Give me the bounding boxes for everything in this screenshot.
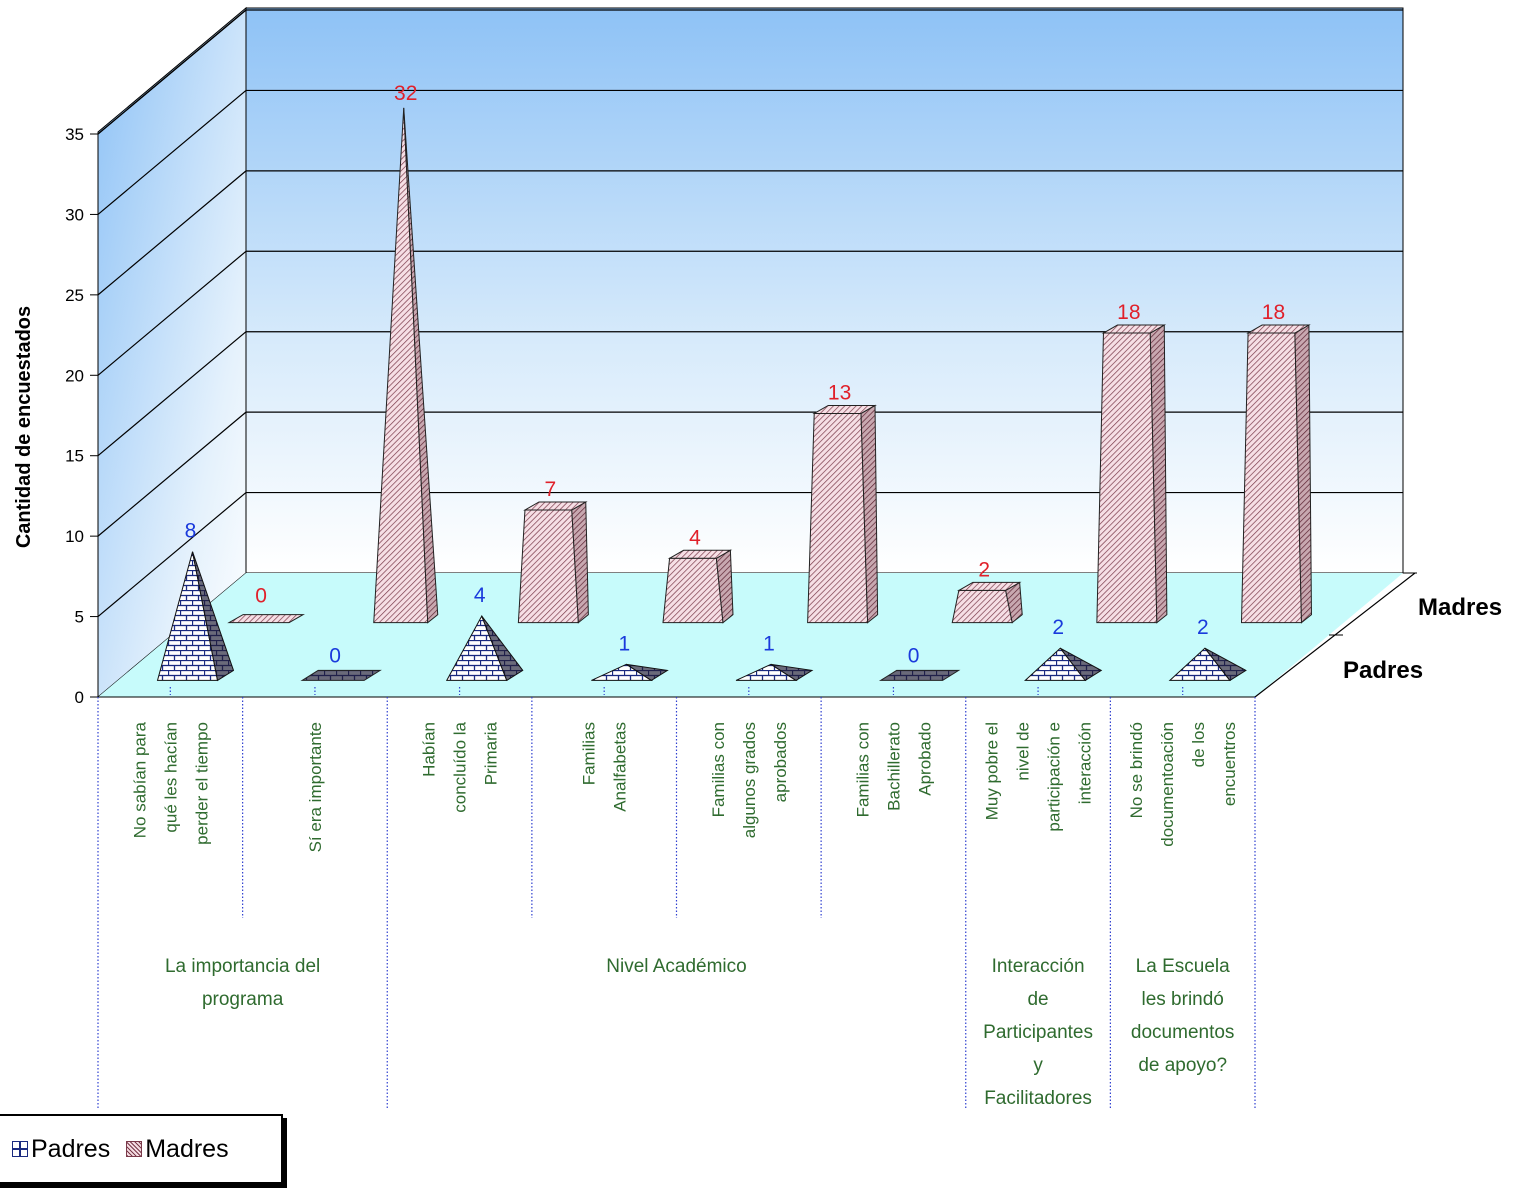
category-label: Primaria — [482, 721, 501, 785]
category-label: No se brindó — [1127, 722, 1146, 818]
bar-padres — [878, 669, 961, 681]
value-label-madres: 18 — [1262, 301, 1285, 324]
value-label-padres: 1 — [763, 632, 775, 655]
category-label: Sí era importante — [306, 722, 325, 852]
category-label: encuentros — [1220, 722, 1239, 806]
bar-padres-side — [626, 663, 669, 681]
category-label: perder el tiempo — [192, 722, 211, 845]
bar-padres-side — [481, 615, 524, 682]
y-tick-label: 20 — [65, 366, 84, 385]
gridline-side — [97, 170, 247, 296]
bar-madres-top — [1101, 324, 1167, 334]
category-label: aprobados — [771, 722, 790, 802]
gridline-side — [97, 331, 247, 457]
category-label: interacción — [1076, 722, 1095, 804]
group-label: Nivel Académico — [606, 956, 746, 977]
bar-madres-top — [956, 581, 1022, 591]
value-label-padres: 2 — [1197, 616, 1209, 639]
bar-madres — [227, 614, 305, 624]
group-label: Participantes — [983, 1022, 1093, 1043]
category-label: Analfabetas — [611, 722, 630, 812]
legend: Padres Madres — [0, 1114, 283, 1184]
legend-swatch-madres — [126, 1141, 143, 1157]
bar-padres — [300, 669, 382, 681]
bar-madres-top — [1246, 324, 1311, 334]
y-tick-label: 35 — [65, 125, 84, 144]
category-label: No sabían para — [130, 721, 149, 838]
bar-madres — [807, 412, 869, 624]
bar-madres — [662, 557, 724, 624]
bar-madres-top — [523, 501, 588, 511]
bar-padres-side — [770, 663, 814, 681]
category-label: Familias con — [853, 722, 872, 817]
y-tick-label: 10 — [65, 527, 84, 546]
bar-madres — [1240, 332, 1302, 624]
category-label: Bachillerato — [884, 722, 903, 811]
value-label-padres: 1 — [619, 632, 631, 655]
category-label: concluído la — [451, 721, 470, 812]
bar-padres-side — [192, 551, 235, 682]
group-label: de apoyo? — [1138, 1055, 1227, 1076]
depth-label-madres: Madres — [1418, 594, 1502, 621]
value-label-padres: 0 — [329, 644, 341, 667]
value-label-madres: 4 — [689, 526, 701, 549]
value-label-padres: 8 — [185, 520, 197, 543]
group-label: y — [1033, 1055, 1043, 1076]
bar-madres-top — [667, 549, 733, 559]
gridline-side — [97, 9, 247, 135]
bar-madres — [951, 589, 1013, 624]
legend-label-padres: Padres — [31, 1134, 111, 1163]
category-label: Habían — [420, 722, 439, 777]
bar-madres — [517, 509, 579, 624]
value-label-madres: 7 — [545, 478, 557, 501]
category-label: Familias con — [709, 722, 728, 817]
value-label-madres: 13 — [828, 381, 851, 404]
value-label-madres: 32 — [394, 82, 417, 105]
bar-madres — [1096, 332, 1158, 624]
gridline-side — [97, 89, 247, 215]
y-tick-label: 15 — [65, 447, 84, 466]
category-label: algunos grados — [740, 722, 759, 838]
y-tick-label: 0 — [75, 688, 84, 707]
category-label: participación e — [1045, 722, 1064, 832]
group-label: Interacción — [992, 956, 1085, 977]
gridline-side — [97, 411, 247, 537]
depth-label-padres: Padres — [1343, 657, 1423, 684]
value-label-madres: 0 — [255, 585, 267, 608]
y-tick-label: 30 — [65, 205, 84, 224]
category-label: Familias — [580, 722, 599, 785]
value-label-madres: 18 — [1117, 301, 1140, 324]
value-label-padres: 2 — [1052, 616, 1064, 639]
group-label: documentos — [1131, 1022, 1235, 1043]
value-label-madres: 2 — [978, 558, 990, 581]
category-label: documentoación — [1158, 722, 1177, 847]
bar-padres-side — [1204, 647, 1247, 682]
group-label: les brindó — [1141, 989, 1223, 1010]
y-axis-title: Cantidad de encuestados — [13, 306, 35, 548]
gridline-side — [97, 250, 247, 376]
bar-madres-top — [812, 404, 877, 414]
group-label: de — [1027, 989, 1048, 1010]
category-label: de los — [1189, 722, 1208, 767]
category-label: nivel de — [1014, 722, 1033, 781]
category-label: Muy pobre el — [983, 722, 1002, 820]
legend-label-madres: Madres — [145, 1134, 229, 1163]
bar-madres-side — [403, 107, 439, 624]
value-label-padres: 0 — [908, 644, 920, 667]
legend-swatch-padres — [12, 1141, 28, 1157]
group-label: programa — [202, 989, 284, 1010]
category-label: Aprobado — [915, 722, 934, 796]
bar-padres-side — [1059, 647, 1103, 682]
group-label: La Escuela — [1136, 956, 1230, 977]
legend-item-madres: Madres — [126, 1134, 229, 1164]
gridline-side — [97, 492, 247, 618]
legend-item-padres: Padres — [12, 1135, 110, 1164]
y-tick-label: 5 — [75, 608, 84, 627]
group-label: Facilitadores — [984, 1088, 1092, 1109]
group-label: La importancia del — [165, 956, 320, 977]
y-tick-label: 25 — [65, 286, 84, 305]
category-label: qué les hacían — [161, 722, 180, 833]
value-label-padres: 4 — [474, 584, 486, 607]
